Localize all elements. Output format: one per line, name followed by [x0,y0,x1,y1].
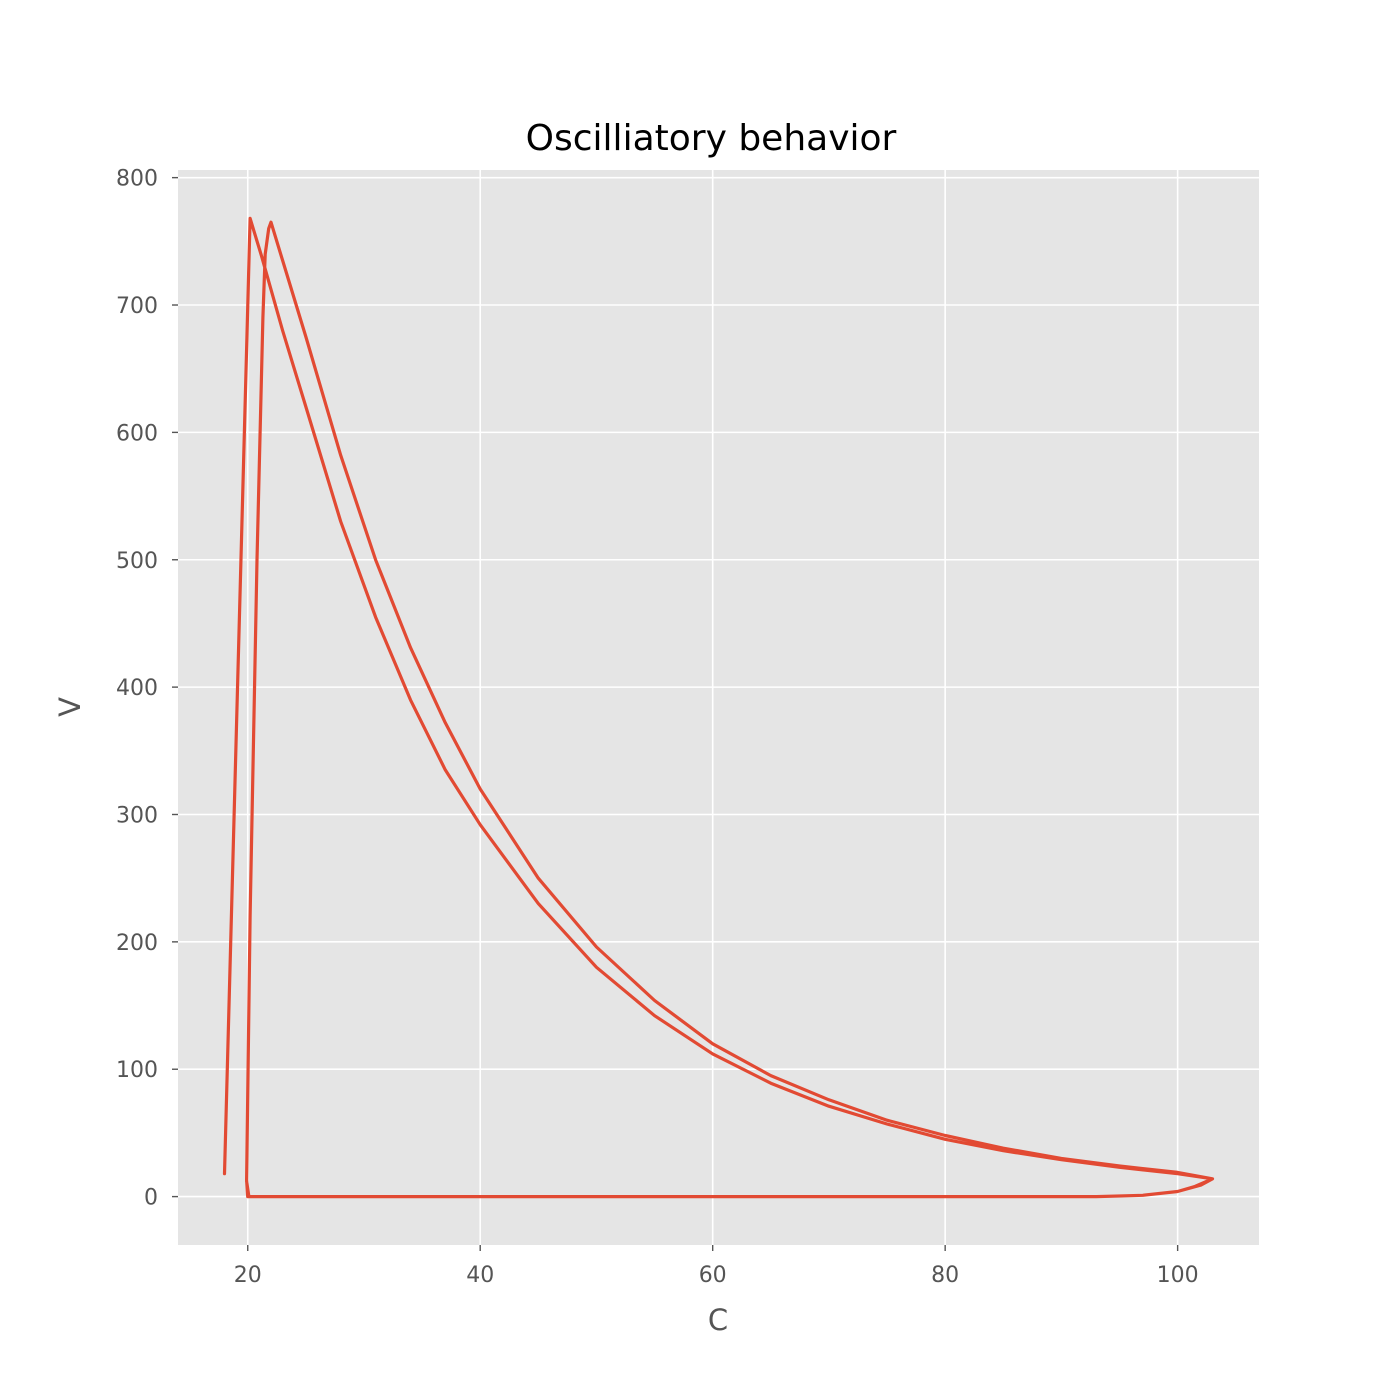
axis-ticks: 20 40 60 80 100 0 100 200 300 400 500 600 700 800 [116,167,1199,1288]
x-tick-label: 40 [466,1263,494,1288]
series-line [222,216,1215,1199]
y-tick-label: 100 [116,1058,158,1083]
y-tick-label: 200 [116,931,158,956]
x-tick-label: 20 [234,1263,262,1288]
y-tick-label: 800 [116,167,158,192]
y-tick-label: 700 [116,294,158,319]
y-tick-label: 400 [116,676,158,701]
data-series [222,216,1215,1199]
y-tick-label: 0 [144,1186,158,1211]
y-axis-label: V [53,697,87,717]
x-tick-label: 80 [931,1263,959,1288]
y-tick-label: 300 [116,803,158,828]
x-axis-label: C [708,1303,728,1337]
plot-area [178,170,1259,1245]
chart-title: Oscilliatory behavior [526,118,897,159]
y-tick-label: 500 [116,549,158,574]
y-tick-label: 600 [116,421,158,446]
x-tick-label: 100 [1157,1263,1199,1288]
x-tick-label: 60 [699,1263,727,1288]
